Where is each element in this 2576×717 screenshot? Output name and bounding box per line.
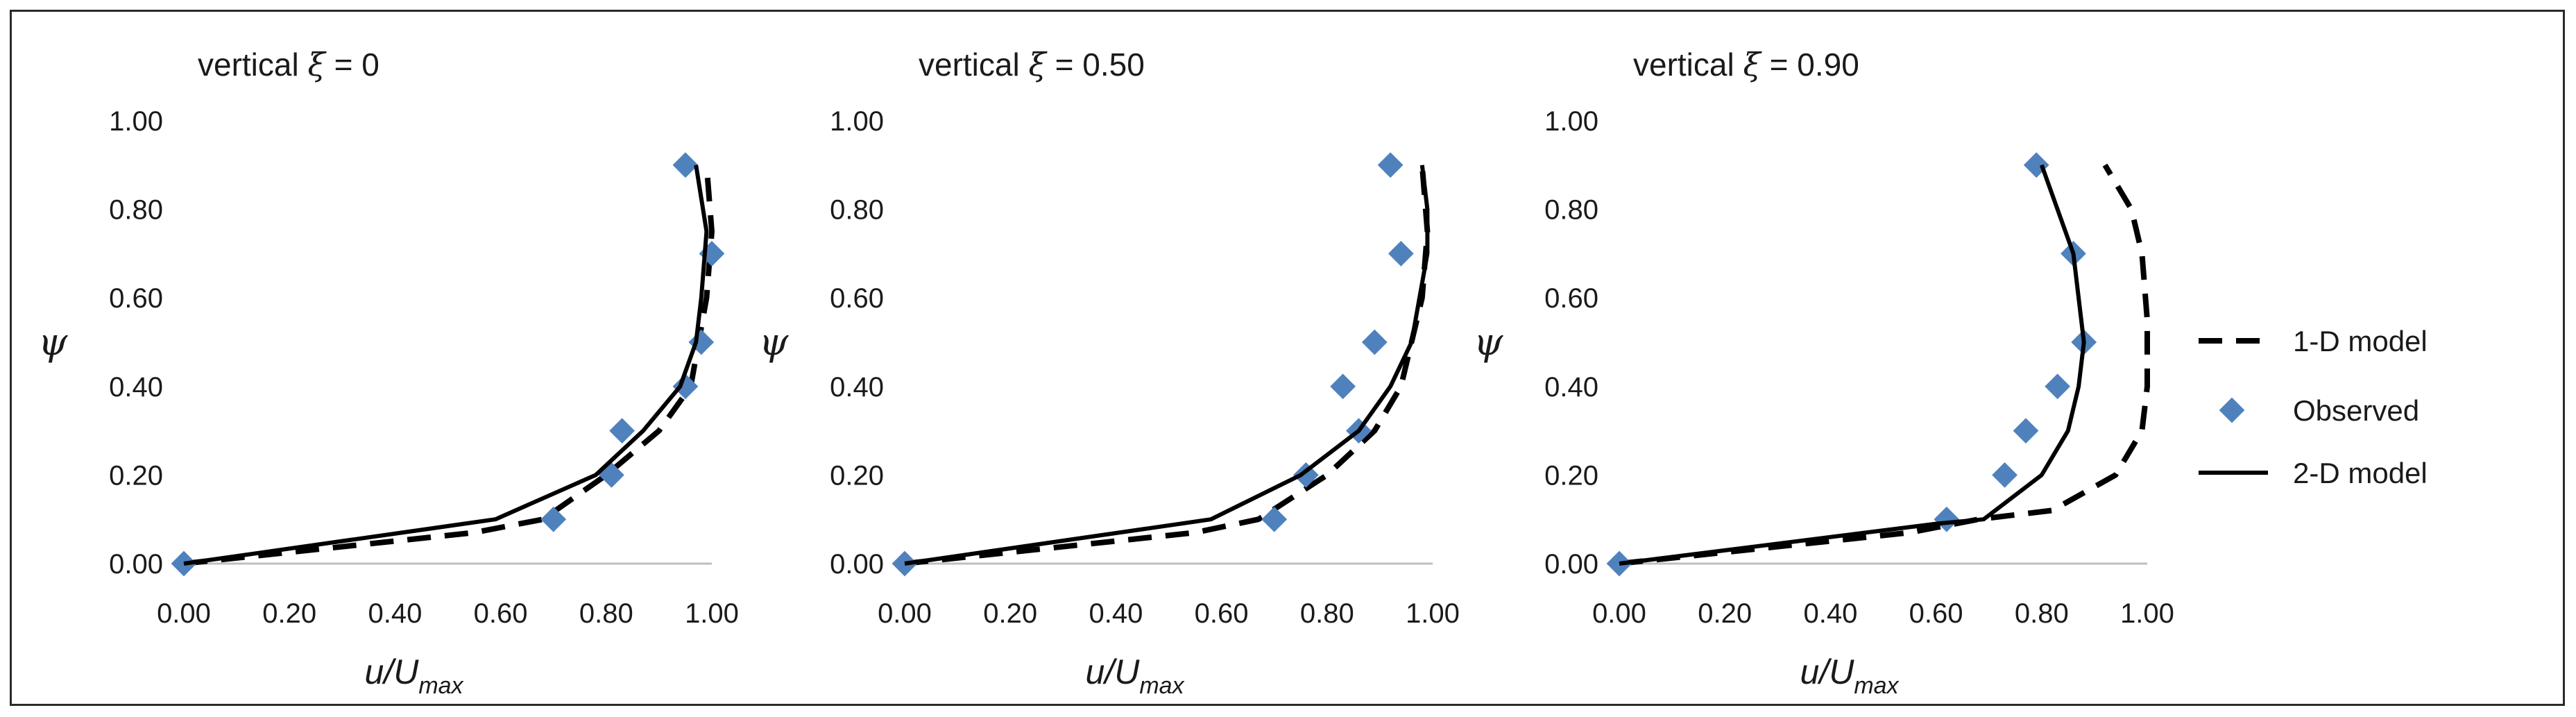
chart-title-prefix: vertical xyxy=(198,47,307,83)
observed-marker xyxy=(1377,152,1404,178)
figure-frame: vertical ξ = 0 0.00 0.20 0.40 0.60 0.80 1.00 0.… xyxy=(10,10,2565,706)
chart-title-prefix: vertical xyxy=(1633,47,1743,83)
figure-canvas: vertical ξ = 0 0.00 0.20 0.40 0.60 0.80 1.00 0.… xyxy=(38,46,2428,699)
chart-title-prefix: vertical xyxy=(919,47,1028,83)
chart-title: vertical ξ = 0 xyxy=(198,46,379,83)
observed-marker xyxy=(1361,329,1388,355)
x-axis-label-subscript: max xyxy=(418,673,463,699)
y-tick-label: 0.40 xyxy=(109,372,163,403)
observed-marker xyxy=(1388,241,1414,267)
x-tick-label: 0.20 xyxy=(983,598,1037,629)
x-axis-label-subscript: max xyxy=(1854,673,1899,699)
x-axis-label: u/Umax xyxy=(1800,652,1900,699)
series-2d-model-line xyxy=(904,165,1430,566)
y-tick-label: 0.40 xyxy=(830,372,884,403)
x-tick-label: 0.00 xyxy=(1592,598,1646,629)
y-tick-label: 0.00 xyxy=(1544,549,1598,580)
chart-panel-3: vertical ξ = 0.90 0.00 0.20 0.40 0.60 0.80 1.0… xyxy=(1474,46,2174,699)
y-tick-label: 0.00 xyxy=(109,549,163,580)
series-1d-model-line xyxy=(904,165,1431,566)
x-tick-label: 0.60 xyxy=(1195,598,1249,629)
y-axis-label: ψ xyxy=(38,320,68,364)
x-axis-label-main: u/U xyxy=(1800,652,1855,691)
y-tick-label: 0.20 xyxy=(109,460,163,491)
observed-marker xyxy=(2045,373,2071,400)
observed-marker xyxy=(609,418,636,444)
chart-title-value: = 0.90 xyxy=(1761,47,1859,83)
observed-marker xyxy=(2013,418,2039,444)
x-tick-label: 1.00 xyxy=(685,598,739,629)
x-tick-label: 0.40 xyxy=(368,598,422,629)
legend-2d-model-label: 2-D model xyxy=(2293,457,2428,489)
x-tick-label: 0.80 xyxy=(2015,598,2069,629)
x-tick-label: 1.00 xyxy=(2120,598,2174,629)
observed-marker xyxy=(672,373,699,400)
y-tick-label: 0.40 xyxy=(1544,372,1598,403)
series-1d-model-line xyxy=(1619,163,2150,566)
y-tick-label: 1.00 xyxy=(830,106,884,137)
x-tick-label: 0.60 xyxy=(474,598,528,629)
observed-marker xyxy=(672,152,699,178)
observed-marker xyxy=(1992,462,2018,488)
chart-panel-1: vertical ξ = 0 0.00 0.20 0.40 0.60 0.80 1.00 0.… xyxy=(38,46,739,699)
y-tick-label: 0.60 xyxy=(1544,283,1598,314)
y-tick-label: 0.20 xyxy=(830,460,884,491)
chart-panel-2: vertical ξ = 0.50 0.00 0.20 0.40 0.60 0.80 1.0… xyxy=(759,46,1460,699)
series-1d-model-line xyxy=(183,165,715,566)
x-tick-label: 0.20 xyxy=(1698,598,1752,629)
chart-title-value: = 0 xyxy=(325,47,379,83)
chart-title: vertical ξ = 0.90 xyxy=(1633,46,1859,83)
x-tick-label: 0.00 xyxy=(157,598,211,629)
chart-title-symbol: ξ xyxy=(1743,46,1762,83)
observed-marker xyxy=(1330,373,1356,400)
y-tick-label: 0.80 xyxy=(109,195,163,226)
legend-observed-swatch xyxy=(2219,397,2245,423)
x-tick-label: 0.20 xyxy=(262,598,316,629)
x-tick-label: 0.80 xyxy=(579,598,633,629)
x-axis-label: u/Umax xyxy=(365,652,464,699)
y-tick-label: 0.00 xyxy=(830,549,884,580)
series-2d-model-line xyxy=(183,165,709,566)
x-tick-label: 0.40 xyxy=(1803,598,1857,629)
x-tick-label: 1.00 xyxy=(1406,598,1460,629)
y-axis-label: ψ xyxy=(1474,320,1503,364)
legend-observed-label: Observed xyxy=(2293,394,2419,427)
y-axis-label: ψ xyxy=(759,320,789,364)
observed-marker xyxy=(540,506,567,532)
y-tick-label: 0.80 xyxy=(1544,195,1598,226)
chart-title: vertical ξ = 0.50 xyxy=(919,46,1145,83)
x-tick-label: 0.60 xyxy=(1909,598,1963,629)
y-tick-label: 1.00 xyxy=(1544,106,1598,137)
y-tick-label: 0.20 xyxy=(1544,460,1598,491)
x-tick-label: 0.00 xyxy=(878,598,932,629)
y-tick-label: 0.60 xyxy=(109,283,163,314)
y-tick-label: 1.00 xyxy=(109,106,163,137)
chart-title-symbol: ξ xyxy=(1028,46,1048,83)
x-axis-label: u/Umax xyxy=(1086,652,1185,699)
x-axis-label-main: u/U xyxy=(365,652,420,691)
x-axis-label-subscript: max xyxy=(1139,673,1184,699)
chart-title-value: = 0.50 xyxy=(1046,47,1145,83)
legend: 1-D model Observed 2-D model xyxy=(2199,325,2428,489)
series-2d-model-line xyxy=(1619,164,2086,566)
observed-marker xyxy=(1261,506,1288,532)
legend-1d-model-label: 1-D model xyxy=(2293,325,2428,357)
x-axis-label-main: u/U xyxy=(1086,652,1141,691)
x-tick-label: 0.80 xyxy=(1300,598,1354,629)
y-tick-label: 0.80 xyxy=(830,195,884,226)
x-tick-label: 0.40 xyxy=(1089,598,1143,629)
chart-title-symbol: ξ xyxy=(307,46,327,83)
y-tick-label: 0.60 xyxy=(830,283,884,314)
observed-marker xyxy=(1934,506,1960,532)
